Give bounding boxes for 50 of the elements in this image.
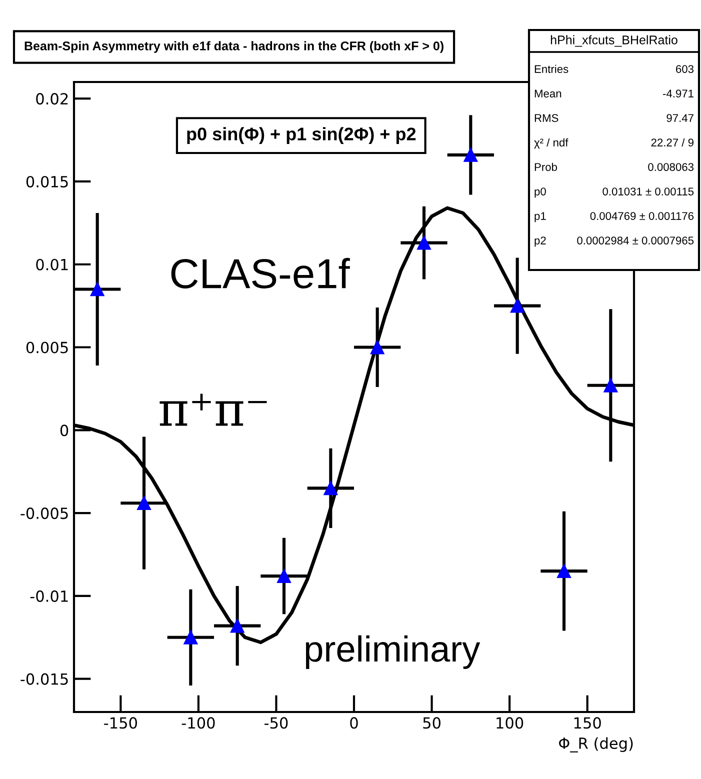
annotation: p0	[534, 188, 546, 198]
point	[90, 282, 104, 296]
annotation: 0.004769 ± 0.001176	[590, 212, 694, 220]
annotation: p0 sin(Φ) + p1 sin(2Φ) + p2	[187, 127, 416, 144]
x-tick-label: -100	[182, 717, 215, 729]
text: 22.27 / 9	[651, 138, 694, 146]
annotation: Mean	[534, 90, 562, 98]
point	[277, 569, 291, 583]
annotation: χ² / ndf	[534, 138, 568, 149]
x-tick-label: 150	[574, 717, 601, 729]
point	[324, 481, 338, 496]
annotation: p1	[534, 212, 546, 222]
x-tick-label: 100	[496, 717, 524, 729]
x-tick-label: 50	[423, 717, 440, 729]
text: Entries	[534, 64, 568, 73]
y-tick-label: 0.005	[26, 342, 68, 354]
text: hPhi_xfcuts_BHelRatio	[550, 35, 678, 47]
point	[184, 630, 198, 644]
annotation: 0.01031 ± 0.00115	[602, 188, 694, 196]
point	[464, 148, 478, 162]
point	[510, 298, 524, 313]
y-tick-label: 0	[60, 424, 68, 436]
point	[230, 618, 244, 633]
chart-title: Beam-Spin Asymmetry with e1f data - hadrons in the CFR (both xF > 0)	[24, 41, 444, 53]
text: 97.47	[666, 114, 694, 122]
y-tick-label: 0.01	[36, 258, 68, 270]
annotation: Prob	[534, 162, 558, 171]
point	[557, 564, 571, 578]
y-tick-label: -0.01	[30, 590, 68, 602]
y-tick-label: -0.005	[20, 508, 68, 520]
x-tick-label: -150	[104, 717, 137, 729]
y-tick-label: 0.02	[36, 93, 68, 105]
point	[417, 236, 431, 250]
point	[137, 496, 151, 510]
x-tick-label: 0	[350, 717, 358, 729]
point	[604, 378, 618, 392]
x-tick-label: -50	[264, 717, 288, 729]
annotation: π⁺π⁻	[160, 394, 267, 426]
text: 603	[676, 65, 694, 73]
y-tick-label: -0.015	[20, 673, 68, 685]
y-tick-label: 0.015	[26, 176, 68, 188]
text: 0.008063	[648, 163, 694, 171]
x-axis-title: Φ_R (deg)	[559, 737, 633, 752]
annotation: p2	[534, 236, 546, 247]
annotation: CLAS-e1f	[171, 258, 350, 288]
text: -4.971	[662, 90, 694, 98]
annotation: RMS	[534, 114, 558, 122]
point	[370, 340, 384, 354]
annotation: 0.0002984 ± 0.0007965	[577, 236, 694, 244]
annotation: preliminary	[306, 635, 480, 669]
